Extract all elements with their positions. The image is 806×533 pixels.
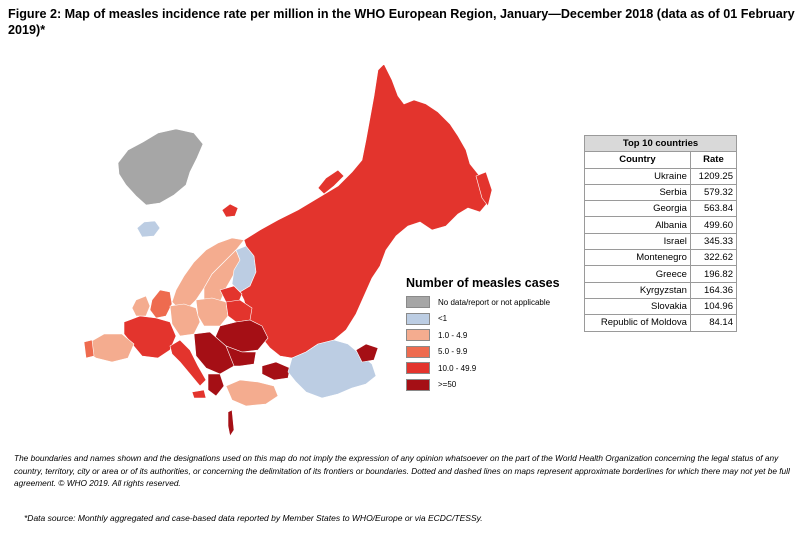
table-row: Georgia 563.84	[584, 200, 738, 218]
data-source-note: *Data source: Monthly aggregated and cas…	[24, 513, 483, 523]
table-row: Albania 499.60	[584, 216, 738, 234]
country-cell: Albania	[584, 216, 691, 234]
legend-swatch	[406, 296, 430, 309]
rate-cell: 164.36	[689, 281, 738, 299]
column-header-country: Country	[584, 151, 691, 169]
region-sicily	[191, 389, 207, 399]
column-header-rate: Rate	[689, 151, 738, 169]
region-kyrgyzstan	[355, 343, 379, 363]
rate-cell: 1209.25	[689, 167, 738, 185]
legend-swatch	[406, 329, 430, 342]
region-iceland	[136, 220, 161, 238]
table-row: Serbia 579.32	[584, 183, 738, 202]
rate-cell: 322.62	[689, 249, 738, 267]
region-ireland	[131, 295, 151, 317]
legend-label: 5.0 - 9.9	[438, 347, 468, 357]
rate-cell: 196.82	[689, 265, 738, 283]
region-uk	[149, 289, 173, 319]
top10-table: Top 10 countries Country Rate Ukraine 120…	[584, 134, 738, 332]
region-greenland	[117, 128, 204, 206]
map-legend: Number of measles cases No data/report o…	[406, 276, 581, 393]
table-row: Israel 345.33	[584, 232, 738, 251]
country-cell: Slovakia	[584, 297, 691, 316]
region-germany	[169, 303, 201, 337]
region-kazakhstan	[287, 339, 377, 399]
region-poland	[195, 297, 229, 327]
region-portugal	[83, 339, 95, 359]
legend-title: Number of measles cases	[406, 276, 560, 290]
country-cell: Serbia	[584, 183, 691, 202]
region-turkey	[225, 379, 279, 407]
region-france	[123, 315, 177, 359]
legend-label: 1.0 - 4.9	[438, 330, 468, 340]
legend-item-lt1: <1	[406, 311, 581, 328]
rate-cell: 579.32	[689, 183, 738, 202]
region-novaya-zemlya	[317, 169, 345, 195]
table-row: Ukraine 1209.25	[584, 167, 738, 185]
legend-item-1-4.9: 1.0 - 4.9	[406, 327, 581, 344]
rate-cell: 84.14	[689, 314, 738, 332]
region-greece	[207, 373, 225, 397]
region-svalbard	[221, 203, 239, 218]
table-caption: Top 10 countries	[584, 134, 737, 153]
rate-cell: 563.84	[689, 200, 738, 218]
legend-swatch	[406, 378, 430, 391]
legend-item-no-data: No data/report or not applicable	[406, 294, 581, 311]
country-cell: Georgia	[584, 200, 691, 218]
rate-cell: 104.96	[689, 297, 738, 316]
region-italy	[169, 339, 207, 387]
country-cell: Israel	[584, 232, 691, 251]
legend-swatch	[406, 345, 430, 358]
legend-item-10-49.9: 10.0 - 49.9	[406, 360, 581, 377]
country-cell: Kyrgyzstan	[584, 281, 691, 299]
country-cell: Ukraine	[584, 167, 691, 185]
region-caucasus	[261, 361, 291, 381]
legend-item-5-9.9: 5.0 - 9.9	[406, 344, 581, 361]
rate-cell: 499.60	[689, 216, 738, 234]
table-row: Kyrgyzstan 164.36	[584, 281, 738, 299]
table-row: Greece 196.82	[584, 265, 738, 283]
legend-label: >=50	[438, 380, 457, 390]
figure-title: Figure 2: Map of measles incidence rate …	[8, 7, 795, 37]
country-cell: Montenegro	[584, 249, 691, 267]
table-row: Slovakia 104.96	[584, 297, 738, 316]
table-row: Montenegro 322.62	[584, 249, 738, 267]
legend-swatch	[406, 362, 430, 375]
region-romania	[225, 345, 257, 367]
legend-swatch	[406, 312, 430, 325]
legend-label: No data/report or not applicable	[438, 297, 551, 307]
rate-cell: 345.33	[689, 232, 738, 251]
disclaimer-text: The boundaries and names shown and the d…	[14, 453, 790, 488]
region-norway	[171, 237, 245, 309]
country-cell: Republic of Moldova	[584, 314, 691, 332]
legend-item-gte50: >=50	[406, 377, 581, 394]
table-row: Republic of Moldova 84.14	[584, 314, 738, 332]
region-israel	[227, 409, 235, 437]
region-far-east	[475, 171, 493, 207]
legend-label: 10.0 - 49.9	[438, 363, 477, 373]
country-cell: Greece	[584, 265, 691, 283]
legend-label: <1	[438, 314, 448, 324]
region-baltics	[219, 285, 243, 305]
